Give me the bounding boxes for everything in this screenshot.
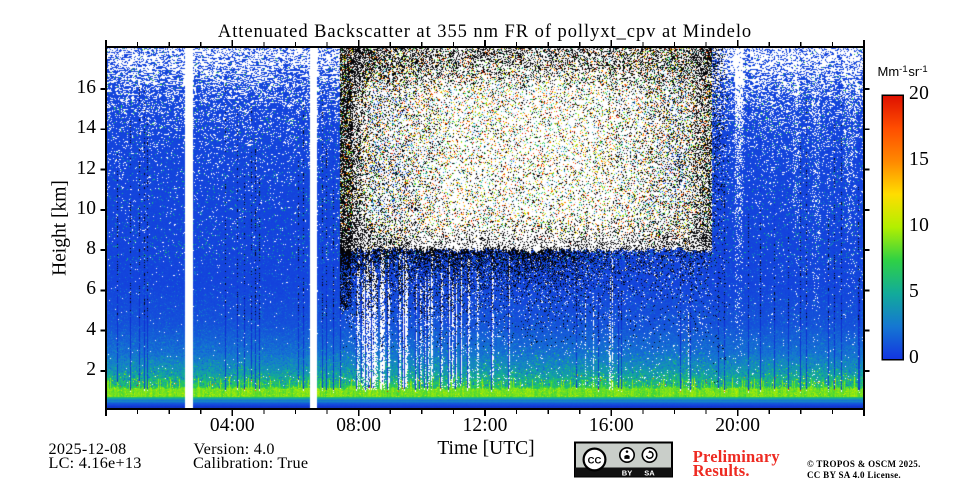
svg-text:CC: CC: [588, 455, 602, 466]
svg-text:BY: BY: [622, 468, 632, 477]
svg-text:SA: SA: [644, 468, 655, 477]
